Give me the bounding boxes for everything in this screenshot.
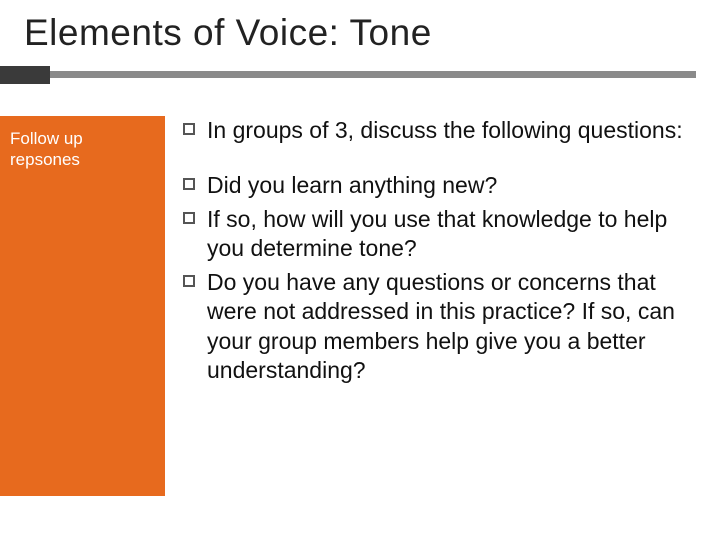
- list-item: Do you have any questions or concerns th…: [183, 268, 696, 386]
- list-item: Did you learn anything new?: [183, 171, 696, 200]
- bullet-text: Do you have any questions or concerns th…: [207, 268, 696, 386]
- sidebar-label: Follow up repsones: [10, 128, 155, 171]
- slide-title: Elements of Voice: Tone: [24, 12, 696, 54]
- square-bullet-icon: [183, 212, 195, 224]
- bullet-text: Did you learn anything new?: [207, 171, 497, 200]
- title-area: Elements of Voice: Tone: [0, 0, 720, 60]
- square-bullet-icon: [183, 123, 195, 135]
- bullet-text: In groups of 3, discuss the following qu…: [207, 116, 683, 145]
- square-bullet-icon: [183, 178, 195, 190]
- body-row: Follow up repsones In groups of 3, discu…: [0, 84, 720, 496]
- content-area: In groups of 3, discuss the following qu…: [165, 116, 696, 496]
- underline-accent: [0, 66, 50, 84]
- list-item: If so, how will you use that knowledge t…: [183, 205, 696, 264]
- list-item: In groups of 3, discuss the following qu…: [183, 116, 696, 145]
- bullet-text: If so, how will you use that knowledge t…: [207, 205, 696, 264]
- underline-bar: [50, 71, 696, 78]
- square-bullet-icon: [183, 275, 195, 287]
- title-underline: [0, 66, 720, 84]
- sidebar-panel: Follow up repsones: [0, 116, 165, 496]
